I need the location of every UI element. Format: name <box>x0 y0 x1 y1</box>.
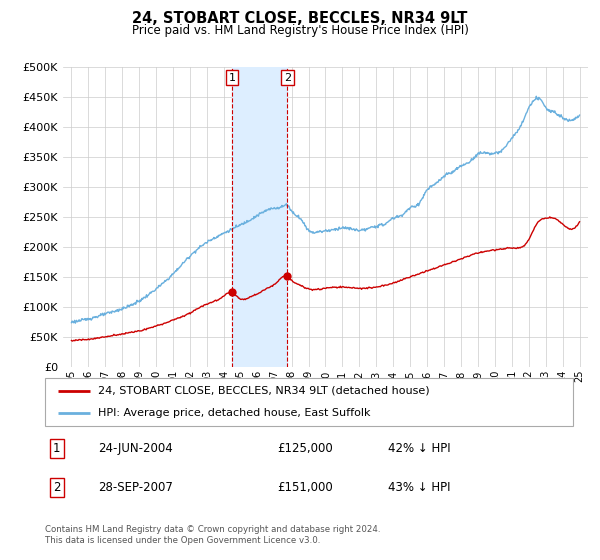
Text: 43% ↓ HPI: 43% ↓ HPI <box>388 481 451 494</box>
Text: HPI: Average price, detached house, East Suffolk: HPI: Average price, detached house, East… <box>98 408 370 418</box>
Text: 1: 1 <box>53 442 61 455</box>
Text: £151,000: £151,000 <box>277 481 333 494</box>
Text: Contains HM Land Registry data © Crown copyright and database right 2024.: Contains HM Land Registry data © Crown c… <box>45 525 380 534</box>
Text: 1: 1 <box>229 73 236 82</box>
Text: 24-JUN-2004: 24-JUN-2004 <box>98 442 173 455</box>
Text: 24, STOBART CLOSE, BECCLES, NR34 9LT: 24, STOBART CLOSE, BECCLES, NR34 9LT <box>133 11 467 26</box>
Text: 24, STOBART CLOSE, BECCLES, NR34 9LT (detached house): 24, STOBART CLOSE, BECCLES, NR34 9LT (de… <box>98 386 430 396</box>
Text: 2: 2 <box>284 73 291 82</box>
Bar <box>232 67 287 367</box>
Text: Price paid vs. HM Land Registry's House Price Index (HPI): Price paid vs. HM Land Registry's House … <box>131 24 469 37</box>
FancyBboxPatch shape <box>45 378 573 426</box>
Text: This data is licensed under the Open Government Licence v3.0.: This data is licensed under the Open Gov… <box>45 536 320 545</box>
Text: 42% ↓ HPI: 42% ↓ HPI <box>388 442 451 455</box>
Text: 28-SEP-2007: 28-SEP-2007 <box>98 481 173 494</box>
Text: 2: 2 <box>53 481 61 494</box>
Text: £125,000: £125,000 <box>277 442 333 455</box>
